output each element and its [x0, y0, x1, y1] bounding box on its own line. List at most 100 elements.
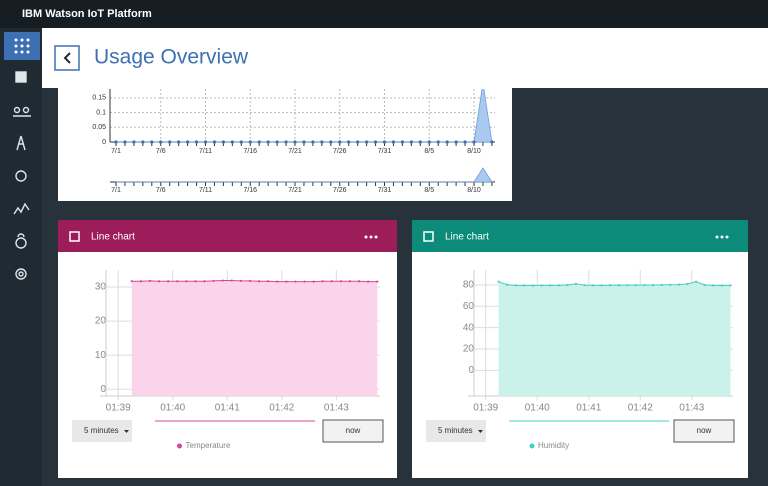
nav-tick-label: 7/31	[378, 187, 392, 194]
point	[634, 284, 638, 287]
point	[176, 280, 179, 283]
x-tick-label: 7/21	[288, 148, 302, 155]
x-tick-label: 7/11	[199, 148, 212, 155]
title-bar	[42, 28, 768, 88]
point	[365, 140, 369, 144]
chip-icon	[423, 231, 434, 242]
sidebar	[0, 28, 42, 486]
point	[338, 140, 342, 144]
point	[114, 140, 118, 144]
now-label[interactable]: now	[697, 426, 712, 435]
point	[312, 280, 315, 283]
point	[626, 284, 629, 287]
brand: IBM Watson IoT Platform	[22, 8, 152, 20]
point	[339, 280, 343, 283]
x-tick-label: 01:41	[576, 403, 601, 414]
point	[221, 279, 224, 282]
range-button[interactable]	[426, 420, 486, 442]
point	[203, 140, 208, 144]
point	[293, 140, 297, 144]
now-label[interactable]: now	[346, 426, 361, 435]
legend-dot[interactable]	[177, 443, 182, 449]
legend-label[interactable]: Temperature	[186, 441, 231, 450]
menu-dot[interactable]	[715, 235, 719, 239]
card-header	[58, 220, 397, 252]
y-tick-label: 0	[102, 139, 106, 146]
menu-dot[interactable]	[374, 235, 378, 239]
point	[321, 280, 324, 283]
point	[523, 284, 526, 287]
x-tick-label: 01:39	[106, 403, 131, 414]
point	[141, 140, 145, 144]
point	[557, 284, 560, 287]
point	[148, 279, 152, 282]
point	[376, 280, 379, 283]
point	[294, 280, 297, 283]
top-bar	[0, 0, 768, 28]
now-button[interactable]	[673, 419, 735, 443]
range-label[interactable]: 5 minutes	[84, 426, 119, 435]
point	[574, 282, 577, 285]
point	[600, 284, 603, 287]
point	[497, 280, 500, 283]
x-tick-label: 01:41	[215, 403, 240, 414]
x-tick-label: 7/26	[333, 148, 347, 155]
card-header	[412, 220, 748, 252]
point	[150, 140, 154, 144]
point	[194, 140, 199, 144]
point	[239, 140, 243, 144]
point	[694, 280, 698, 283]
menu-dot[interactable]	[364, 235, 368, 239]
point	[248, 140, 252, 144]
page-title: Usage Overview	[94, 46, 249, 69]
nav-grid-icon[interactable]	[14, 38, 30, 54]
y-tick-label: 0.1	[96, 109, 106, 116]
nav-tick-label: 7/26	[333, 187, 347, 194]
point	[139, 280, 143, 283]
point	[168, 140, 172, 144]
point	[275, 140, 279, 144]
point	[348, 280, 352, 283]
point	[130, 280, 133, 283]
menu-dot[interactable]	[725, 235, 729, 239]
point	[186, 140, 190, 144]
usage-card	[58, 88, 512, 201]
now-button[interactable]	[322, 419, 384, 443]
nav-tick-label: 7/21	[288, 187, 302, 194]
point	[373, 140, 378, 144]
point	[454, 140, 458, 144]
nav-tick-label: 8/10	[467, 187, 481, 194]
x-tick-label: 01:40	[160, 403, 185, 414]
point	[729, 284, 732, 287]
point	[436, 140, 440, 144]
point	[356, 140, 360, 144]
point	[677, 283, 681, 286]
point	[382, 140, 387, 144]
range-label[interactable]: 5 minutes	[438, 426, 473, 435]
line	[498, 281, 731, 286]
point	[248, 279, 252, 282]
x-tick-label: 7/31	[378, 148, 392, 155]
x-tick-label: 8/10	[467, 148, 481, 155]
nav-tick-label: 7/1	[111, 187, 121, 194]
nav-icons[interactable]	[13, 71, 31, 280]
x-tick-label: 01:43	[324, 403, 349, 414]
point	[540, 284, 543, 287]
point	[329, 140, 333, 144]
point	[400, 140, 404, 144]
point	[212, 140, 217, 144]
legend-label[interactable]: Humidity	[538, 441, 569, 450]
point	[617, 284, 620, 287]
legend-dot[interactable]	[529, 443, 535, 449]
back-button[interactable]	[54, 45, 80, 71]
x-tick-label: 7/1	[111, 148, 121, 155]
range-button[interactable]	[72, 420, 132, 442]
point	[531, 284, 535, 287]
menu-dot[interactable]	[720, 235, 724, 239]
menu-dot[interactable]	[369, 235, 373, 239]
point	[669, 283, 672, 286]
point	[472, 140, 476, 144]
